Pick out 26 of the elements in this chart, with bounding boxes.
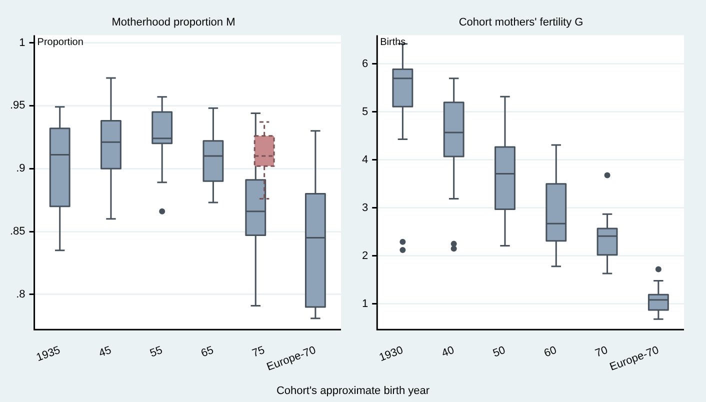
y-axis-title: Proportion (37, 36, 84, 48)
x-tick-label: 75 (250, 344, 266, 360)
y-tick-label: 1 (19, 36, 26, 49)
x-tick-label: 1935 (34, 344, 62, 364)
y-tick-label: .85 (10, 226, 26, 238)
y-tick-label: .95 (10, 100, 26, 112)
y-tick-label: .8 (16, 288, 26, 300)
x-tick-label: 65 (200, 344, 216, 360)
y-tick-label: 3 (362, 202, 368, 214)
y-axis-title: Births (380, 36, 406, 48)
x-tick-label: 60 (542, 344, 558, 360)
x-tick-label: 50 (491, 344, 508, 360)
x-axis-title: Cohort's approximate birth year (275, 385, 431, 397)
x-tick-label: 55 (148, 344, 164, 360)
y-tick-label: 2 (362, 250, 368, 262)
chart-title: Cohort mothers' fertility G (458, 16, 584, 29)
x-tick-label: 70 (594, 344, 610, 360)
x-tick-label: 40 (440, 344, 456, 360)
y-tick-label: 4 (362, 154, 368, 166)
y-tick-label: 1 (362, 298, 368, 310)
y-tick-label: 6 (362, 58, 368, 70)
x-tick-label: 1930 (378, 344, 405, 364)
y-tick-label: 5 (362, 106, 368, 118)
x-tick-label: 45 (97, 344, 114, 360)
y-tick-label: .9 (16, 162, 26, 175)
chart-title: Motherhood proportion M (112, 16, 236, 29)
